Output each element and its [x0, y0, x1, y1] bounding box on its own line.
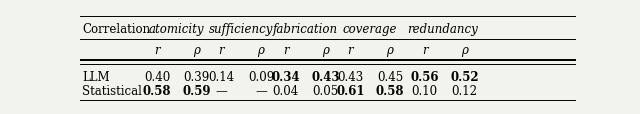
Text: ρ: ρ [387, 44, 394, 57]
Text: redundancy: redundancy [406, 23, 477, 36]
Text: 0.40: 0.40 [144, 70, 170, 83]
Text: 0.12: 0.12 [451, 84, 477, 97]
Text: r: r [348, 44, 353, 57]
Text: 0.14: 0.14 [208, 70, 234, 83]
Text: 0.39: 0.39 [184, 70, 210, 83]
Text: ρ: ρ [322, 44, 329, 57]
Text: 0.43: 0.43 [311, 70, 340, 83]
Text: 0.05: 0.05 [312, 84, 339, 97]
Text: atomicity: atomicity [149, 23, 204, 36]
Text: ρ: ρ [258, 44, 264, 57]
Text: 0.10: 0.10 [412, 84, 438, 97]
Text: coverage: coverage [343, 23, 397, 36]
Text: r: r [218, 44, 224, 57]
Text: 0.61: 0.61 [336, 84, 365, 97]
Text: 0.59: 0.59 [182, 84, 211, 97]
Text: 0.09: 0.09 [248, 70, 274, 83]
Text: 0.45: 0.45 [377, 70, 403, 83]
Text: LLM: LLM [83, 70, 110, 83]
Text: 0.56: 0.56 [410, 70, 439, 83]
Text: 0.04: 0.04 [273, 84, 299, 97]
Text: 0.58: 0.58 [376, 84, 404, 97]
Text: Correlation: Correlation [83, 23, 150, 36]
Text: fabrication: fabrication [273, 23, 339, 36]
Text: ρ: ρ [193, 44, 200, 57]
Text: 0.34: 0.34 [271, 70, 300, 83]
Text: r: r [154, 44, 160, 57]
Text: Statistical: Statistical [83, 84, 142, 97]
Text: 0.43: 0.43 [337, 70, 364, 83]
Text: sufficiency: sufficiency [209, 23, 273, 36]
Text: —: — [255, 84, 267, 97]
Text: r: r [422, 44, 428, 57]
Text: —: — [216, 84, 227, 97]
Text: r: r [283, 44, 289, 57]
Text: 0.52: 0.52 [450, 70, 479, 83]
Text: ρ: ρ [461, 44, 468, 57]
Text: 0.58: 0.58 [143, 84, 171, 97]
